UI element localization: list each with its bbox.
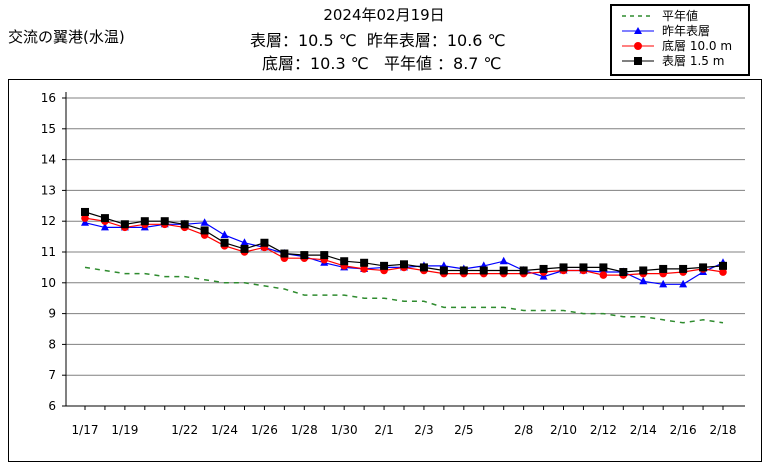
y-tick-label: 6 — [48, 399, 56, 413]
data-point-square — [240, 244, 249, 253]
y-tick-label: 11 — [41, 245, 56, 259]
data-point-square — [619, 268, 628, 277]
legend-marker-bottom — [634, 42, 642, 50]
data-point-square — [479, 266, 488, 275]
x-tick-label: 2/12 — [590, 423, 617, 437]
legend-item-surface: 表層 1.5 m — [622, 54, 724, 68]
data-point-square — [180, 220, 189, 229]
legend-item-bottom: 底層 10.0 m — [622, 38, 732, 53]
data-point-square — [340, 257, 349, 266]
x-tick-label: 2/5 — [454, 423, 473, 437]
y-tick-label: 12 — [41, 214, 56, 228]
data-point-square — [380, 261, 389, 270]
data-point-circle — [81, 214, 89, 222]
data-point-triangle — [240, 238, 249, 246]
data-point-triangle — [200, 218, 209, 226]
legend-svg: 平年値 昨年表層 底層 10.0 m 表層 1.5 m — [622, 8, 732, 68]
data-point-circle — [599, 271, 608, 279]
chart-legend: 平年値 昨年表層 底層 10.0 m 表層 1.5 m — [610, 4, 750, 76]
series-line-0 — [84, 266, 724, 324]
data-point-square — [559, 263, 568, 272]
data-point-triangle — [220, 230, 229, 239]
legend-marker-lastyear — [634, 27, 642, 34]
data-point-square — [459, 266, 468, 275]
data-point-triangle — [499, 256, 508, 265]
data-point-square — [100, 214, 109, 223]
data-point-square — [160, 217, 169, 226]
x-tick-label: 2/14 — [630, 423, 657, 437]
summary-bottom-normal: 底層：10.3 ℃ 平年値 ：8.7 ℃ — [262, 54, 502, 73]
y-tick-label: 15 — [41, 122, 56, 136]
x-tick-label: 1/26 — [251, 423, 278, 437]
data-point-square — [539, 264, 548, 273]
observation-date: 2024年02月19日 — [323, 6, 445, 24]
legend-label-bottom: 底層 10.0 m — [662, 38, 732, 53]
station-name: 交流の翼港(水温) — [8, 28, 125, 46]
data-point-square — [200, 226, 209, 235]
legend-item-normal: 平年値 — [622, 8, 698, 23]
data-point-square — [699, 263, 708, 272]
data-point-square — [120, 220, 129, 229]
data-point-square — [499, 266, 508, 275]
data-point-square — [260, 238, 269, 247]
x-tick-label: 1/30 — [331, 423, 358, 437]
x-tick-label: 1/19 — [111, 423, 138, 437]
y-tick-label: 9 — [48, 307, 56, 321]
data-point-square — [140, 217, 149, 226]
legend-marker-surface — [634, 57, 642, 65]
data-point-square — [659, 264, 668, 273]
data-point-square — [639, 266, 648, 275]
legend-item-lastyear: 昨年表層 — [622, 24, 710, 38]
summary-surface-lastyear: 表層：10.5 ℃ 昨年表層：10.6 ℃ — [250, 31, 506, 50]
y-tick-label: 8 — [48, 337, 56, 351]
data-point-circle — [719, 268, 727, 276]
data-point-triangle — [679, 279, 688, 288]
x-tick-label: 1/22 — [171, 423, 198, 437]
legend-label-normal: 平年値 — [662, 8, 698, 23]
y-tick-label: 10 — [41, 276, 56, 290]
y-tick-label: 14 — [41, 153, 56, 167]
data-point-square — [280, 249, 289, 258]
x-tick-label: 2/18 — [710, 423, 737, 437]
data-point-square — [81, 207, 89, 216]
data-point-square — [719, 261, 727, 270]
y-tick-label: 16 — [41, 91, 56, 105]
data-point-square — [400, 260, 408, 269]
data-point-square — [360, 258, 369, 267]
y-tick-label: 13 — [41, 183, 56, 197]
data-point-square — [579, 263, 588, 272]
x-tick-label: 1/24 — [211, 423, 238, 437]
x-tick-label: 1/17 — [72, 423, 99, 437]
data-point-square — [419, 263, 428, 272]
data-point-triangle — [100, 222, 109, 231]
legend-label-surface: 表層 1.5 m — [662, 54, 724, 68]
chart-frame — [8, 79, 762, 462]
data-point-square — [439, 266, 448, 275]
data-point-triangle — [659, 279, 668, 288]
data-point-square — [599, 263, 608, 272]
data-point-triangle — [81, 218, 89, 226]
data-point-circle — [360, 265, 368, 273]
x-tick-label: 2/10 — [550, 423, 577, 437]
legend-label-lastyear: 昨年表層 — [662, 24, 710, 38]
x-tick-label: 2/16 — [670, 423, 697, 437]
x-tick-label: 1/28 — [291, 423, 318, 437]
data-point-square — [300, 251, 309, 260]
data-point-square — [320, 251, 329, 260]
data-point-triangle — [639, 276, 648, 285]
x-tick-label: 2/3 — [414, 423, 433, 437]
data-point-square — [519, 266, 528, 275]
data-point-triangle — [539, 272, 548, 280]
y-tick-label: 7 — [48, 368, 56, 382]
data-point-square — [220, 238, 229, 247]
data-point-square — [679, 264, 688, 273]
x-tick-label: 2/1 — [374, 423, 393, 437]
x-tick-label: 2/8 — [514, 423, 533, 437]
